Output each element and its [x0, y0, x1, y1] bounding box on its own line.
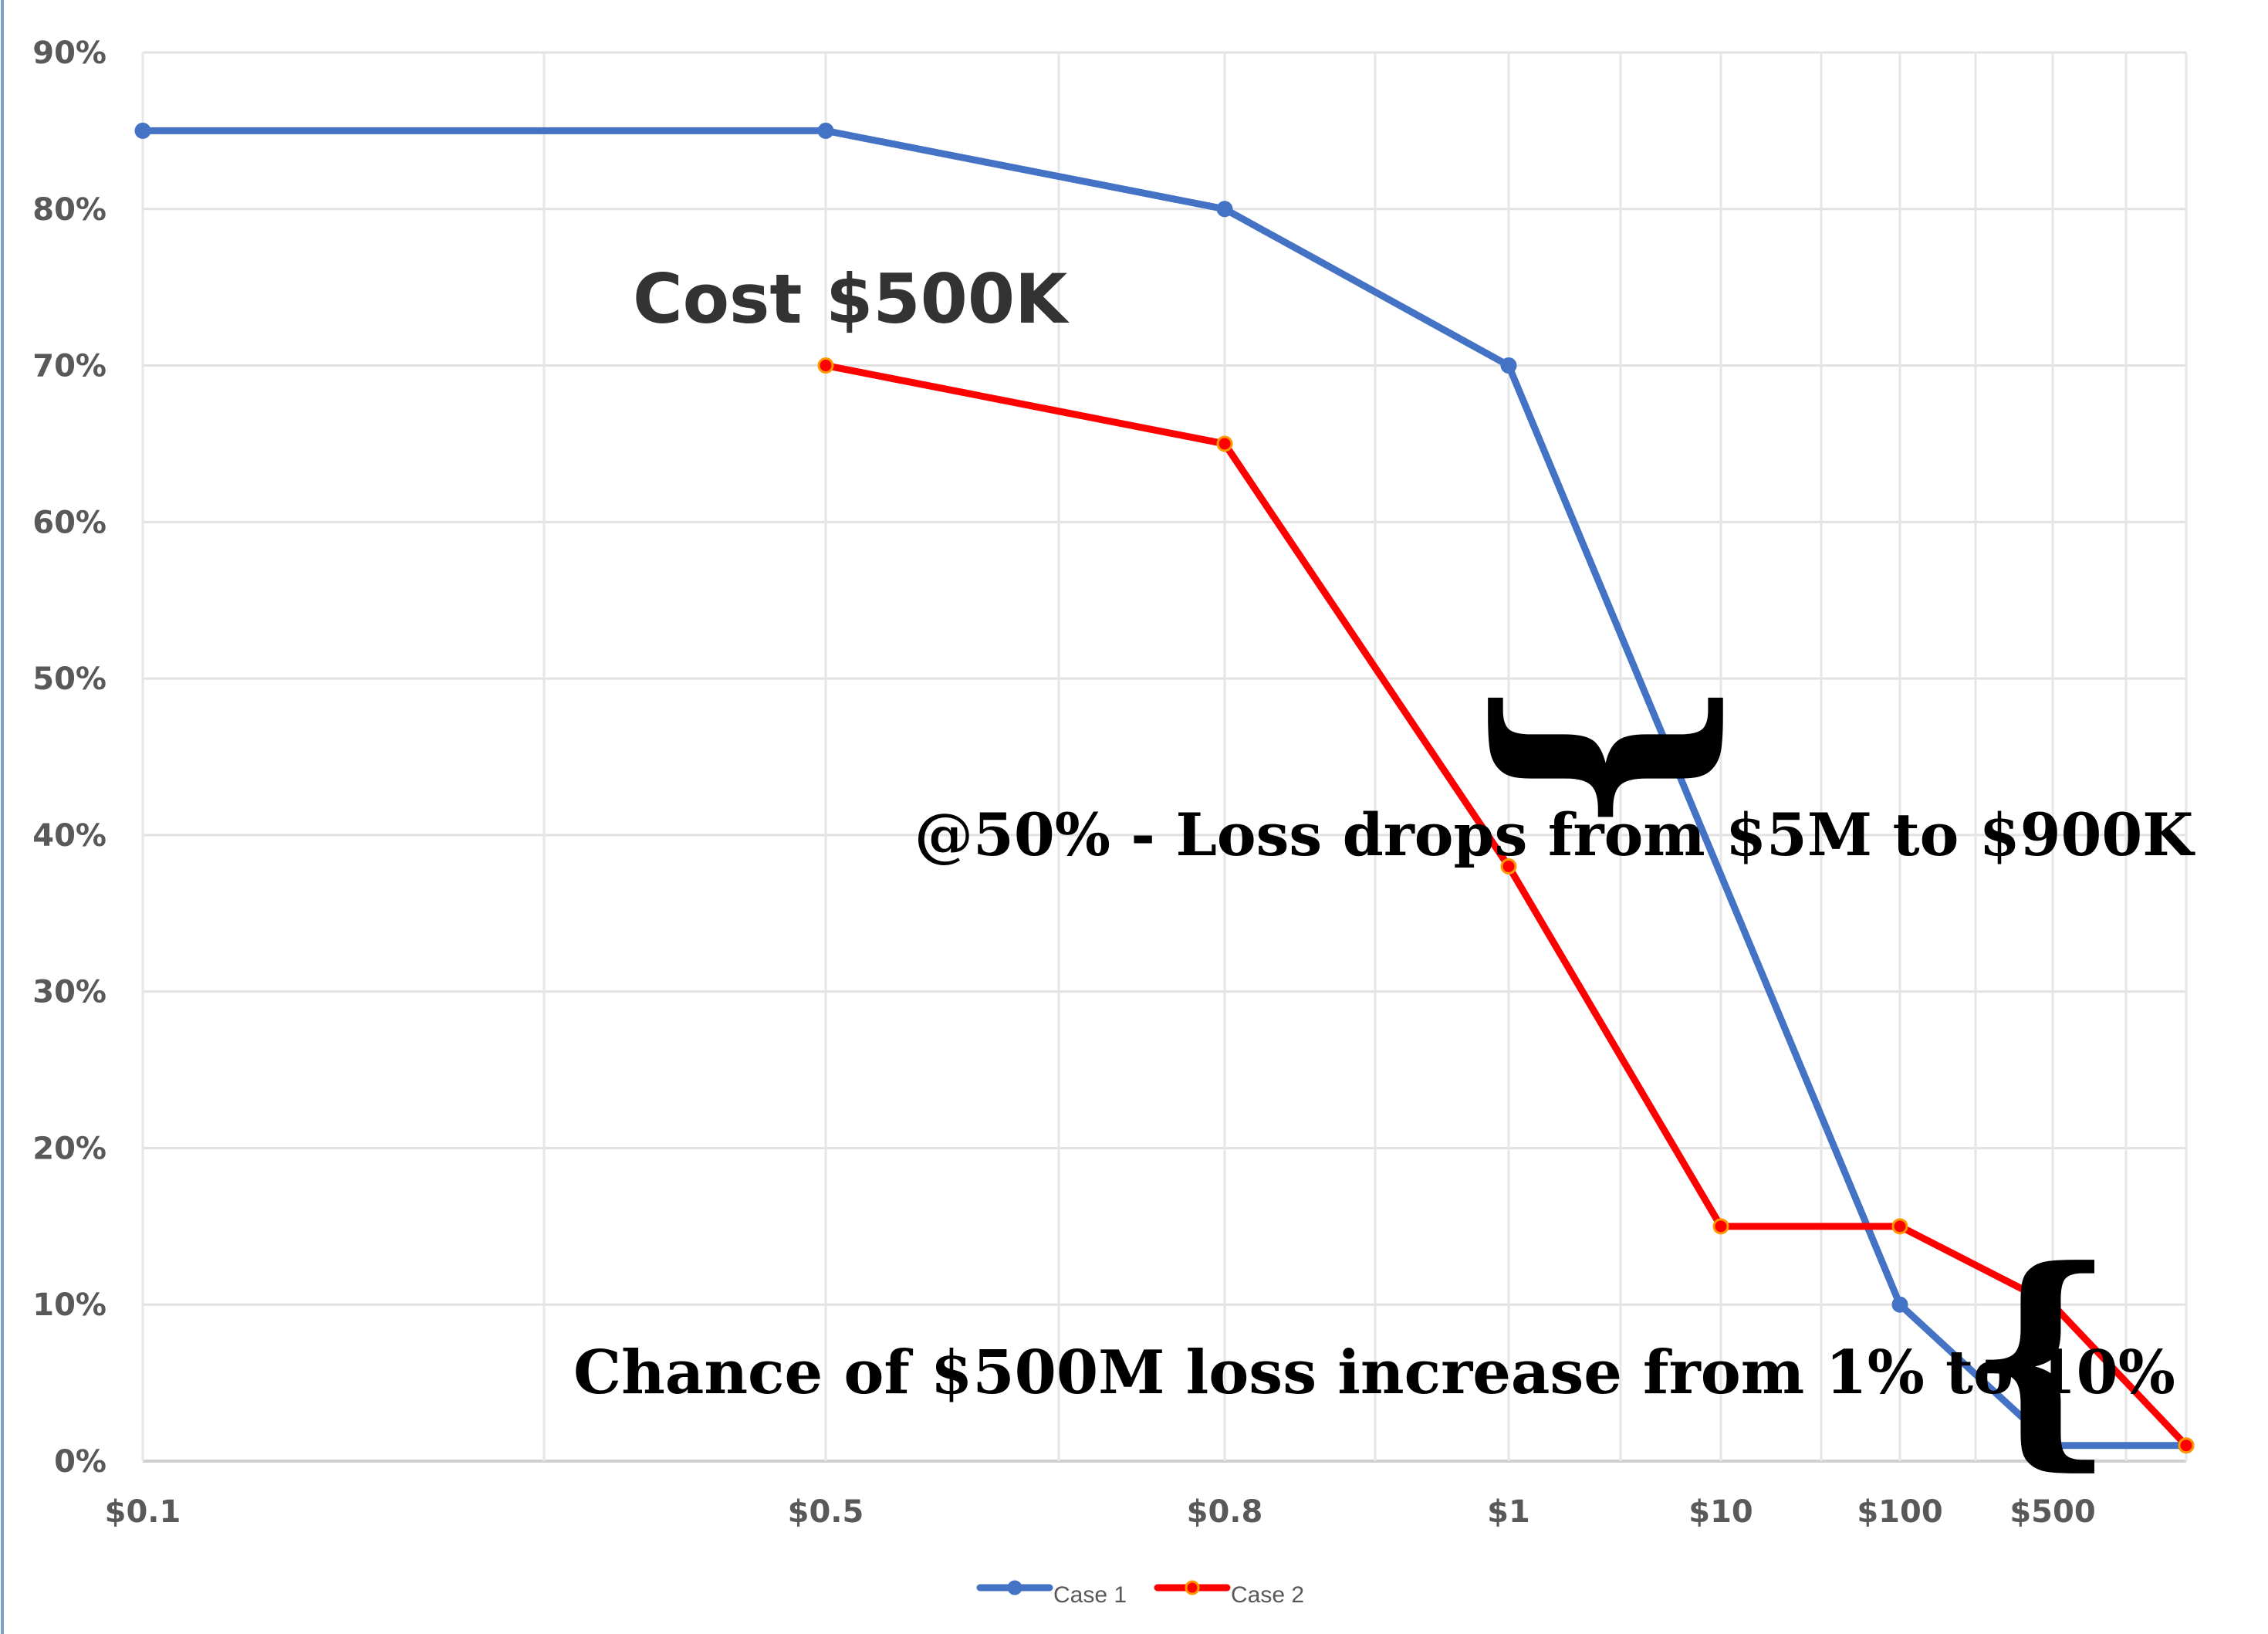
data-point-case-2: [1712, 1218, 1729, 1235]
x-tick-label: $0.1: [105, 1494, 181, 1530]
data-point-case-2: [817, 357, 834, 374]
y-tick-label: 20%: [32, 1131, 106, 1166]
data-point-case-1: [134, 122, 151, 139]
x-tick-label: $0.5: [788, 1494, 864, 1530]
data-point-case-2: [2178, 1437, 2195, 1454]
legend-label-case-1: Case 1: [1053, 1582, 1127, 1608]
legend-marker-case-1: [1007, 1580, 1022, 1595]
y-tick-label: 50%: [32, 661, 106, 697]
y-tick-label: 0%: [54, 1444, 106, 1480]
annotation-cost: Cost $500K: [633, 259, 1070, 339]
data-point-case-1: [1216, 201, 1233, 218]
data-point-case-1: [817, 122, 834, 139]
y-tick-label: 60%: [32, 505, 106, 540]
data-point-case-1: [2044, 1437, 2061, 1454]
y-tick-label: 10%: [32, 1287, 106, 1323]
data-point-case-1: [1500, 357, 1517, 374]
data-point-case-1: [1891, 1296, 1908, 1313]
x-axis: $0.1 $0.5 $0.8 $1 $10 $100 $500: [105, 1494, 2096, 1530]
legend-label-case-2: Case 2: [1231, 1582, 1304, 1608]
data-point-case-2: [1500, 858, 1517, 875]
legend: Case 1 Case 2: [976, 1580, 1304, 1608]
data-point-case-2: [1216, 435, 1233, 452]
legend-marker-case-2: [1185, 1580, 1200, 1595]
series-layer: [134, 122, 2195, 1454]
x-tick-label: $10: [1688, 1494, 1753, 1530]
data-point-case-2: [1891, 1218, 1908, 1235]
y-tick-label: 90%: [32, 36, 106, 71]
x-tick-label: $0.8: [1187, 1494, 1263, 1530]
annotation-500m: Chance of $500M loss increase from 1% to…: [573, 1338, 2175, 1408]
y-tick-label: 40%: [32, 818, 106, 854]
x-tick-label: $100: [1857, 1494, 1942, 1530]
x-tick-label: $500: [2009, 1494, 2095, 1530]
x-tick-label: $1: [1487, 1494, 1530, 1530]
brace-500m-icon: {: [1966, 1218, 2115, 1490]
y-tick-label: 80%: [32, 192, 106, 228]
data-point-case-2: [2044, 1296, 2061, 1313]
brace-50-icon: }: [1469, 675, 1769, 838]
y-axis: 0% 10% 20% 30% 40% 50% 60% 70% 80% 90%: [32, 36, 106, 1480]
y-tick-label: 30%: [32, 975, 106, 1010]
annotation-50-percent: @50% - Loss drops from $5M to $900K: [914, 800, 2195, 869]
y-tick-label: 70%: [32, 349, 106, 384]
